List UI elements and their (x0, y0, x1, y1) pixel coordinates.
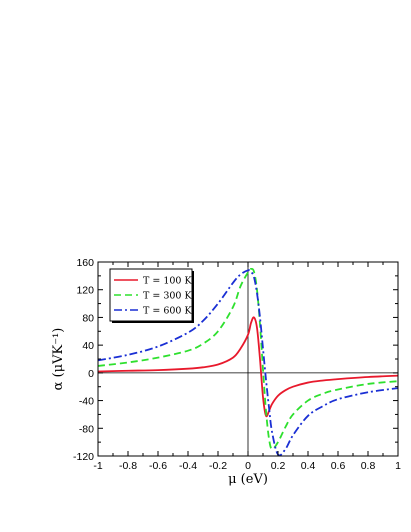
x-tick-label: -0.8 (119, 460, 137, 472)
x-tick-label: 0.6 (331, 460, 346, 472)
x-tick-label: -0.6 (149, 460, 167, 472)
x-tick-label: -0.2 (209, 460, 227, 472)
y-tick-label: -120 (73, 451, 94, 463)
y-tick-label: 160 (76, 257, 94, 269)
x-axis-label: μ (eV) (228, 472, 268, 487)
x-tick-label: 0.2 (271, 460, 286, 472)
x-tick-label: -0.4 (179, 460, 197, 472)
legend-entry-label: T = 100 K (143, 276, 192, 287)
legend-entry-label: T = 300 K (143, 291, 192, 302)
y-tick-label: -80 (79, 423, 94, 435)
y-tick-label: 40 (82, 340, 94, 352)
x-tick-label: 0.8 (361, 460, 376, 472)
x-tick-label: 0 (245, 460, 251, 472)
y-tick-label: 80 (82, 312, 94, 324)
y-tick-label: -40 (79, 396, 94, 408)
x-tick-label: -1 (93, 460, 102, 472)
legend: T = 100 K T = 300 K T = 600 K (110, 269, 194, 323)
x-tick-label: 1 (395, 460, 401, 472)
y-tick-label: 120 (76, 285, 94, 297)
y-axis-label: α (μVK⁻¹) (51, 328, 66, 391)
legend-entry-label: T = 600 K (143, 306, 192, 317)
y-tick-label: 0 (88, 368, 94, 380)
x-tick-label: 0.4 (301, 460, 316, 472)
